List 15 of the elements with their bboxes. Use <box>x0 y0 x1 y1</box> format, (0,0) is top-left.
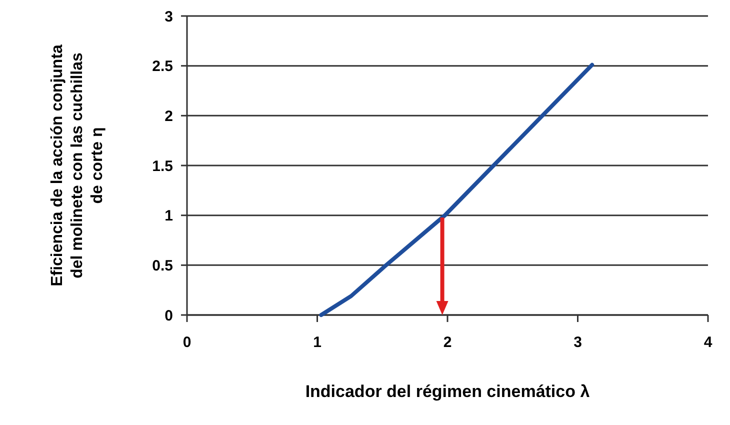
x-tick-label: 2 <box>443 334 452 351</box>
y-tick-label: 0.5 <box>152 257 173 274</box>
x-axis-title: Indicador del régimen cinemático λ <box>305 382 590 401</box>
x-tick-label: 3 <box>574 334 582 351</box>
y-tick-label: 2 <box>164 108 173 125</box>
y-tick-label: 3 <box>164 8 173 26</box>
y-tick-label: 1.5 <box>152 158 173 175</box>
x-tick-label: 1 <box>313 334 322 351</box>
line-series <box>319 62 594 317</box>
y-tick-label: 0 <box>164 307 173 324</box>
x-tick-label: 4 <box>704 334 713 351</box>
x-tick-label: 0 <box>182 334 192 351</box>
y-tick-label: 1 <box>164 208 173 225</box>
y-tick-label: 2.5 <box>152 58 173 76</box>
y-axis-title: Eficiencia de la acción conjunta del molinete con las cuchillas de corte η <box>49 44 106 286</box>
